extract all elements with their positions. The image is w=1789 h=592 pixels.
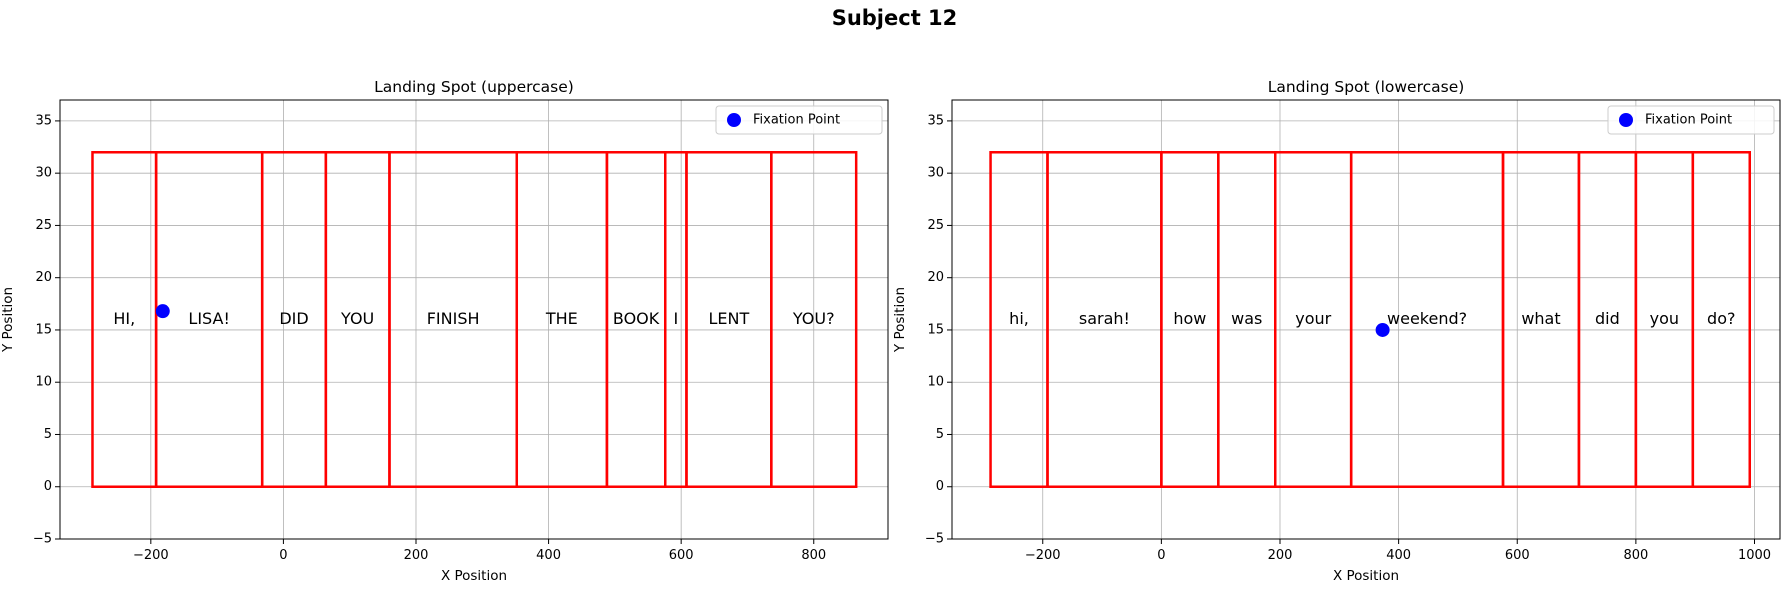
- y-tick-label: 20: [927, 270, 944, 285]
- word-label: how: [1173, 309, 1206, 328]
- x-tick-label: 800: [801, 548, 826, 563]
- x-tick-label: 400: [1386, 548, 1411, 563]
- x-tick-label: 800: [1623, 548, 1648, 563]
- x-tick-label: −200: [133, 548, 169, 563]
- y-axis-label: Y Position: [0, 287, 16, 353]
- word-label: I: [674, 309, 679, 328]
- y-tick-label: 25: [927, 218, 944, 233]
- x-tick-label: −200: [1025, 548, 1061, 563]
- fixation-point: [155, 304, 170, 319]
- word-label: hi,: [1009, 309, 1029, 328]
- word-label: sarah!: [1079, 309, 1130, 328]
- legend: Fixation Point: [1607, 105, 1775, 135]
- figure-suptitle: Subject 12: [831, 6, 958, 30]
- y-tick-label: 20: [35, 270, 52, 285]
- word-label: HI,: [113, 309, 135, 328]
- x-axis-label: X Position: [441, 568, 507, 584]
- legend-box: [715, 105, 883, 135]
- word-box: [770, 151, 858, 488]
- legend-label: Fixation Point: [1645, 113, 1732, 128]
- y-tick-label: 10: [927, 375, 944, 390]
- chart-title: Landing Spot (lowercase): [1268, 78, 1465, 96]
- chart-uppercase: HI, LISA! DID YOU FINISH THE BOOK I LENT YOU? −200…: [0, 78, 889, 584]
- word-label: BOOK: [613, 309, 660, 328]
- x-tick-label: 600: [669, 548, 694, 563]
- y-tick-label: 0: [936, 479, 944, 494]
- y-tick-label: 15: [927, 322, 944, 337]
- x-tick-label: 200: [404, 548, 429, 563]
- word-label: your: [1295, 309, 1331, 328]
- y-axis-label: Y Position: [892, 287, 908, 353]
- axes-frame: [951, 99, 1781, 540]
- word-label: DID: [279, 309, 308, 328]
- legend-marker: [727, 113, 741, 127]
- x-axis-label: X Position: [1333, 568, 1399, 584]
- y-tick-label: 35: [35, 113, 52, 128]
- word-label: do?: [1707, 309, 1735, 328]
- word-label: YOU?: [792, 309, 835, 328]
- y-tick-label: 0: [44, 479, 52, 494]
- word-label: FINISH: [427, 309, 480, 328]
- y-tick-label: 30: [927, 166, 944, 181]
- chart-title: Landing Spot (uppercase): [374, 78, 574, 96]
- legend-marker: [1619, 113, 1633, 127]
- y-tick-label: 5: [44, 427, 52, 442]
- legend: Fixation Point: [715, 105, 883, 135]
- x-tick-label: 600: [1505, 548, 1530, 563]
- x-tick-label: 0: [279, 548, 287, 563]
- y-tick-label: −5: [33, 532, 52, 547]
- y-tick-label: 15: [35, 322, 52, 337]
- y-tick-label: 25: [35, 218, 52, 233]
- chart-lowercase: hi, sarah! how was your weekend? what did you do?…: [892, 78, 1781, 584]
- word-label: did: [1595, 309, 1620, 328]
- x-tick-label: 1000: [1738, 548, 1771, 563]
- legend-box: [1607, 105, 1775, 135]
- y-tick-label: 30: [35, 166, 52, 181]
- axes-frame: [59, 99, 889, 540]
- fixation-point: [1375, 322, 1390, 337]
- word-label: weekend?: [1387, 309, 1467, 328]
- word-label: what: [1521, 309, 1560, 328]
- word-label: was: [1231, 309, 1262, 328]
- word-label: THE: [545, 309, 578, 328]
- word-label: you: [1650, 309, 1679, 328]
- word-label: LENT: [709, 309, 750, 328]
- word-label: LISA!: [188, 309, 229, 328]
- x-tick-label: 0: [1157, 548, 1165, 563]
- y-tick-label: −5: [925, 532, 944, 547]
- x-tick-label: 400: [536, 548, 561, 563]
- legend-label: Fixation Point: [753, 113, 840, 128]
- word-label: YOU: [340, 309, 374, 328]
- y-tick-label: 35: [927, 113, 944, 128]
- word-box: [1691, 151, 1752, 488]
- y-tick-label: 5: [936, 427, 944, 442]
- x-tick-label: 200: [1268, 548, 1293, 563]
- y-tick-label: 10: [35, 375, 52, 390]
